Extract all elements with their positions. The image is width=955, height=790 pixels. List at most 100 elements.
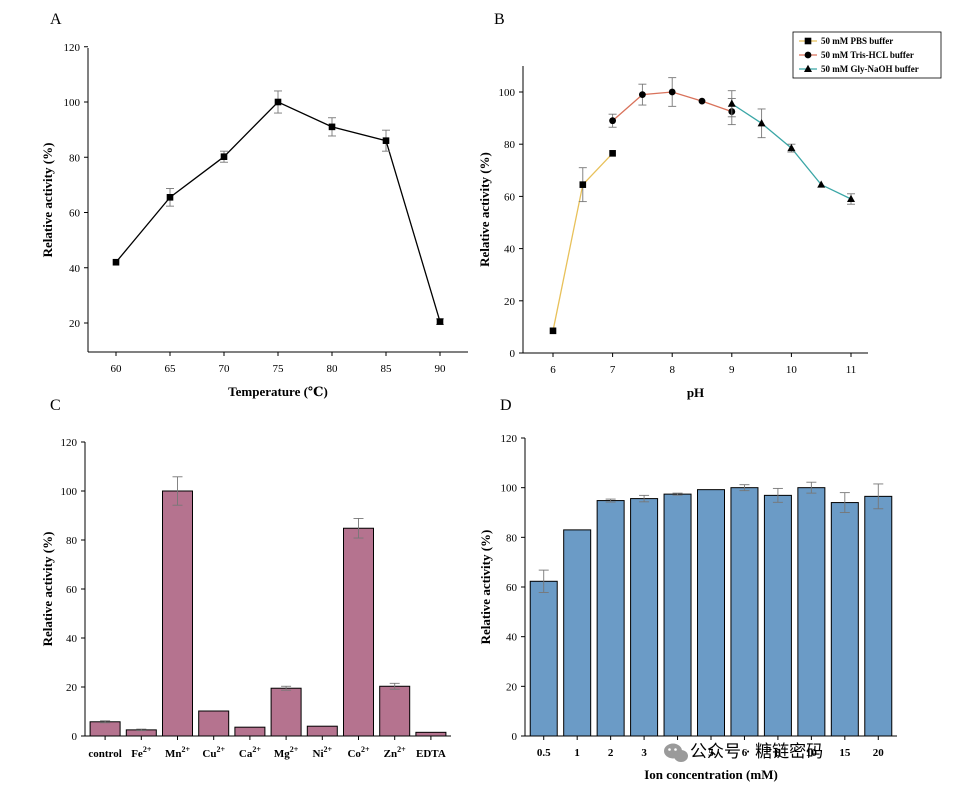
- y-tick-label: 80: [69, 152, 81, 164]
- data-point: [804, 64, 812, 72]
- x-tick-label: 7: [610, 364, 616, 376]
- data-point: [549, 327, 557, 335]
- x-tick-label: 5: [708, 747, 714, 759]
- x-tick-label: 9: [729, 364, 735, 376]
- data-point: [639, 91, 646, 99]
- x-tick-label: Fe2+: [131, 745, 152, 760]
- bar: [306, 725, 338, 737]
- x-tick-label: 75: [273, 363, 285, 375]
- bar: [763, 494, 792, 737]
- y-axis-title: Relative activity (%): [40, 532, 55, 647]
- x-tick-label: 20: [873, 747, 885, 759]
- x-tick-label: Mg2+: [274, 745, 299, 760]
- data-point: [436, 318, 444, 325]
- legend-label: 50 mM PBS buffer: [821, 36, 893, 46]
- legend-label: 50 mM Gly-NaOH buffer: [821, 64, 919, 74]
- bar: [270, 687, 302, 737]
- x-tick-label: Co2+: [347, 745, 369, 760]
- x-tick-label: 10: [806, 747, 818, 759]
- legend-box: [792, 31, 942, 79]
- data-point: [847, 194, 855, 203]
- data-point: [668, 88, 676, 96]
- x-tick-label: 0.5: [537, 747, 551, 759]
- x-tick-label: 2: [608, 747, 614, 759]
- y-tick-label: 60: [504, 191, 516, 203]
- panel-c: C 0 20 40 60 80 100 120 Relative activity (%) con…: [40, 397, 451, 760]
- y-tick-label: 40: [69, 263, 81, 275]
- y-axis-title: Relative activity (%): [477, 152, 492, 267]
- y-tick-label: 0: [512, 731, 518, 743]
- x-tick-label: Ni2+: [313, 745, 333, 760]
- data-point: [328, 123, 336, 131]
- data-point: [609, 117, 616, 125]
- y-tick-label: 60: [66, 584, 78, 596]
- panel-label: B: [494, 11, 505, 28]
- bar: [198, 710, 230, 737]
- x-tick-label: Cu2+: [202, 745, 225, 760]
- y-tick-label: 20: [69, 318, 81, 330]
- bar: [630, 498, 659, 737]
- legend-label: 50 mM Tris-HCL buffer: [821, 50, 914, 60]
- data-point: [817, 180, 826, 188]
- data-point: [382, 137, 390, 144]
- y-tick-label: 40: [506, 632, 518, 644]
- y-tick-label: 60: [506, 582, 518, 594]
- legend: 50 mM PBS buffer 50 mM Tris-HCL buffer 50 …: [792, 31, 942, 79]
- x-tick-label: 6: [550, 364, 556, 376]
- x-tick-label: EDTA: [416, 748, 446, 760]
- x-tick-label: Mn2+: [165, 745, 191, 760]
- bar: [730, 487, 759, 737]
- y-axis-title: Relative activity (%): [40, 143, 55, 258]
- x-axis-title: Temperature (℃): [228, 384, 328, 399]
- x-tick-label: 11: [846, 364, 857, 376]
- series-line: [115, 101, 441, 322]
- bar: [529, 580, 558, 737]
- x-tick-label: 85: [381, 363, 393, 375]
- y-tick-label: 20: [506, 681, 518, 693]
- x-axis-title: Ion concentration (mM): [644, 767, 778, 782]
- x-tick-label: Ca2+: [239, 745, 261, 760]
- y-tick-label: 100: [501, 483, 518, 495]
- data-point: [220, 153, 228, 160]
- bar: [563, 529, 592, 737]
- y-tick-label: 20: [504, 296, 516, 308]
- data-point: [166, 194, 174, 201]
- y-tick-label: 80: [506, 532, 518, 544]
- data-point: [757, 119, 766, 127]
- x-tick-label: control: [88, 748, 121, 760]
- bar: [864, 495, 893, 737]
- data-point: [579, 181, 587, 188]
- x-tick-label: 3: [641, 747, 647, 759]
- y-tick-label: 40: [66, 633, 78, 645]
- data-point: [804, 51, 812, 59]
- x-axis-title: pH: [687, 385, 704, 400]
- data-point: [609, 150, 616, 157]
- bar: [234, 726, 266, 737]
- x-tick-label: Zn2+: [384, 745, 406, 760]
- y-tick-label: 60: [69, 208, 81, 220]
- bar: [797, 487, 826, 737]
- x-tick-label: 8: [669, 364, 675, 376]
- panel-b: B 0 20 40 60 80 100 6 7 8 9 10 11 pH Relative activity…: [477, 11, 942, 400]
- data-point: [698, 97, 706, 105]
- data-point: [804, 37, 812, 45]
- y-tick-label: 80: [66, 535, 78, 547]
- data-point: [727, 99, 736, 107]
- y-tick-label: 100: [64, 97, 81, 109]
- y-tick-label: 80: [504, 139, 516, 151]
- y-tick-label: 120: [64, 42, 81, 54]
- x-tick-label: 70: [219, 363, 231, 375]
- x-tick-label: 1: [574, 747, 580, 759]
- bar: [89, 721, 121, 737]
- watermark: 公众号 · 糖链密码: [664, 742, 823, 762]
- y-tick-label: 0: [72, 731, 78, 743]
- x-tick-label: 80: [327, 363, 339, 375]
- x-tick-label: 6: [742, 747, 748, 759]
- bar: [343, 527, 374, 737]
- y-tick-label: 20: [66, 682, 78, 694]
- y-tick-label: 0: [510, 348, 516, 360]
- y-tick-label: 40: [504, 244, 516, 256]
- x-tick-label: 8: [775, 747, 781, 759]
